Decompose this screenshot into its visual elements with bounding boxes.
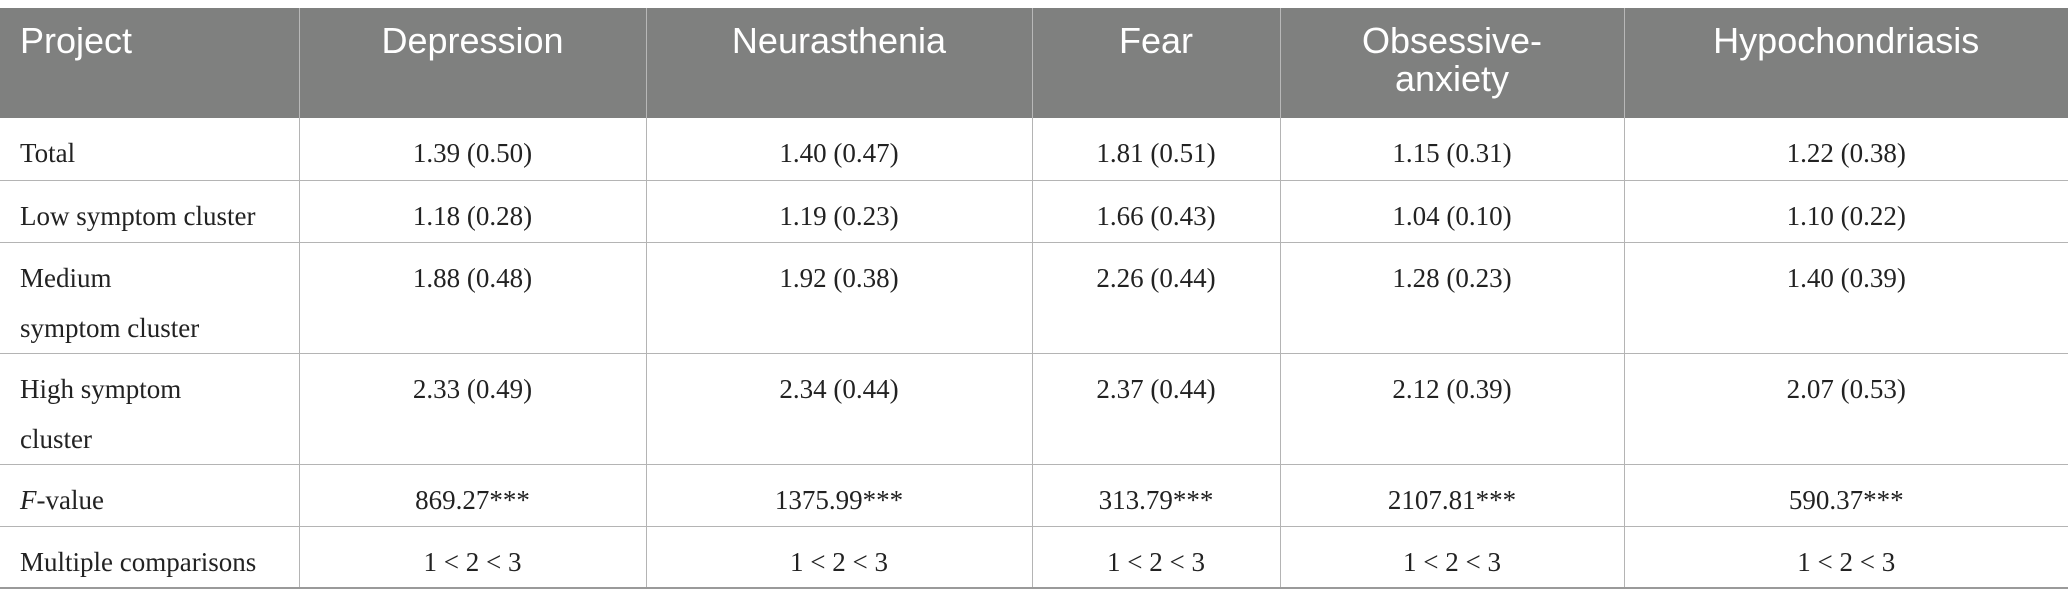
row-label: High symptom cluster — [0, 352, 299, 464]
row-label: Low symptom cluster — [0, 179, 299, 242]
table-cell: 1 < 2 < 3 — [645, 525, 1032, 589]
table-cell: 1.19 (0.23) — [645, 179, 1032, 242]
header-row: Project Depression Neurasthenia Fear Obs… — [0, 8, 2068, 118]
table-row-high-cluster: High symptom cluster 2.33 (0.49) 2.34 (0… — [0, 352, 2068, 464]
results-table: Project Depression Neurasthenia Fear Obs… — [0, 8, 2068, 589]
header-obsessive-line2: anxiety — [1394, 58, 1510, 99]
header-fear: Fear — [1031, 8, 1280, 118]
row-label: Total — [20, 138, 76, 168]
table-cell: 2.07 (0.53) — [1623, 352, 2068, 464]
table-cell: 1 < 2 < 3 — [1279, 525, 1624, 589]
table-row-f-value: F-value 869.27*** 1375.99*** 313.79*** 2… — [0, 463, 2068, 526]
table-cell: 1.28 (0.23) — [1279, 241, 1624, 353]
table-header: Project Depression Neurasthenia Fear Obs… — [0, 8, 2068, 118]
table-cell: 1 < 2 < 3 — [1623, 525, 2068, 589]
table-cell: 1.88 (0.48) — [298, 241, 646, 353]
header-hypochondriasis: Hypochondriasis — [1623, 8, 2068, 118]
results-table-container: Project Depression Neurasthenia Fear Obs… — [0, 8, 2068, 589]
header-depression: Depression — [298, 8, 646, 118]
table-cell: 590.37*** — [1623, 463, 2068, 526]
table-cell: 2107.81*** — [1279, 463, 1624, 526]
table-cell: 313.79*** — [1031, 463, 1280, 526]
table-cell: 1.22 (0.38) — [1623, 118, 2068, 180]
row-label: Medium symptom cluster — [0, 241, 299, 353]
table-cell: 2.12 (0.39) — [1279, 352, 1624, 464]
header-obsessive-anxiety: Obsessive- anxiety — [1279, 8, 1624, 118]
table-body: Total 1.39 (0.50) 1.40 (0.47) 1.81 (0.51… — [0, 118, 2068, 589]
table-cell: 2.26 (0.44) — [1031, 241, 1280, 353]
row-label: F-value — [0, 463, 299, 526]
table-cell: 1.39 (0.50) — [298, 118, 646, 180]
table-cell: 1.92 (0.38) — [645, 241, 1032, 353]
table-cell: 2.34 (0.44) — [645, 352, 1032, 464]
header-obsessive-line1: Obsessive- — [1361, 20, 1543, 61]
table-row-medium-cluster: Medium symptom cluster 1.88 (0.48) 1.92 … — [0, 241, 2068, 353]
f-italic-label: F — [20, 484, 37, 515]
table-row-multiple-comparisons: Multiple comparisons 1 < 2 < 3 1 < 2 < 3… — [0, 525, 2068, 589]
table-cell: 2.37 (0.44) — [1031, 352, 1280, 464]
table-row-total: Total 1.39 (0.50) 1.40 (0.47) 1.81 (0.51… — [0, 118, 2068, 180]
table-cell: 1 < 2 < 3 — [1031, 525, 1280, 589]
table-cell: 1.04 (0.10) — [1279, 179, 1624, 242]
table-cell: 1.40 (0.47) — [645, 118, 1032, 180]
table-cell: 1 < 2 < 3 — [298, 525, 646, 589]
header-project: Project — [0, 8, 299, 118]
table-cell: 1.81 (0.51) — [1031, 118, 1280, 180]
f-label-rest: -value — [36, 484, 104, 515]
table-cell: 1.40 (0.39) — [1623, 241, 2068, 353]
row-label: Multiple comparisons — [0, 525, 299, 589]
table-cell: 869.27*** — [298, 463, 646, 526]
table-row-low-cluster: Low symptom cluster 1.18 (0.28) 1.19 (0.… — [0, 179, 2068, 242]
table-cell: 1.10 (0.22) — [1623, 179, 2068, 242]
header-neurasthenia: Neurasthenia — [645, 8, 1032, 118]
table-cell: 1375.99*** — [645, 463, 1032, 526]
table-cell: 1.18 (0.28) — [298, 179, 646, 242]
table-cell: 1.15 (0.31) — [1279, 118, 1624, 180]
table-cell: 1.66 (0.43) — [1031, 179, 1280, 242]
table-cell: 2.33 (0.49) — [298, 352, 646, 464]
